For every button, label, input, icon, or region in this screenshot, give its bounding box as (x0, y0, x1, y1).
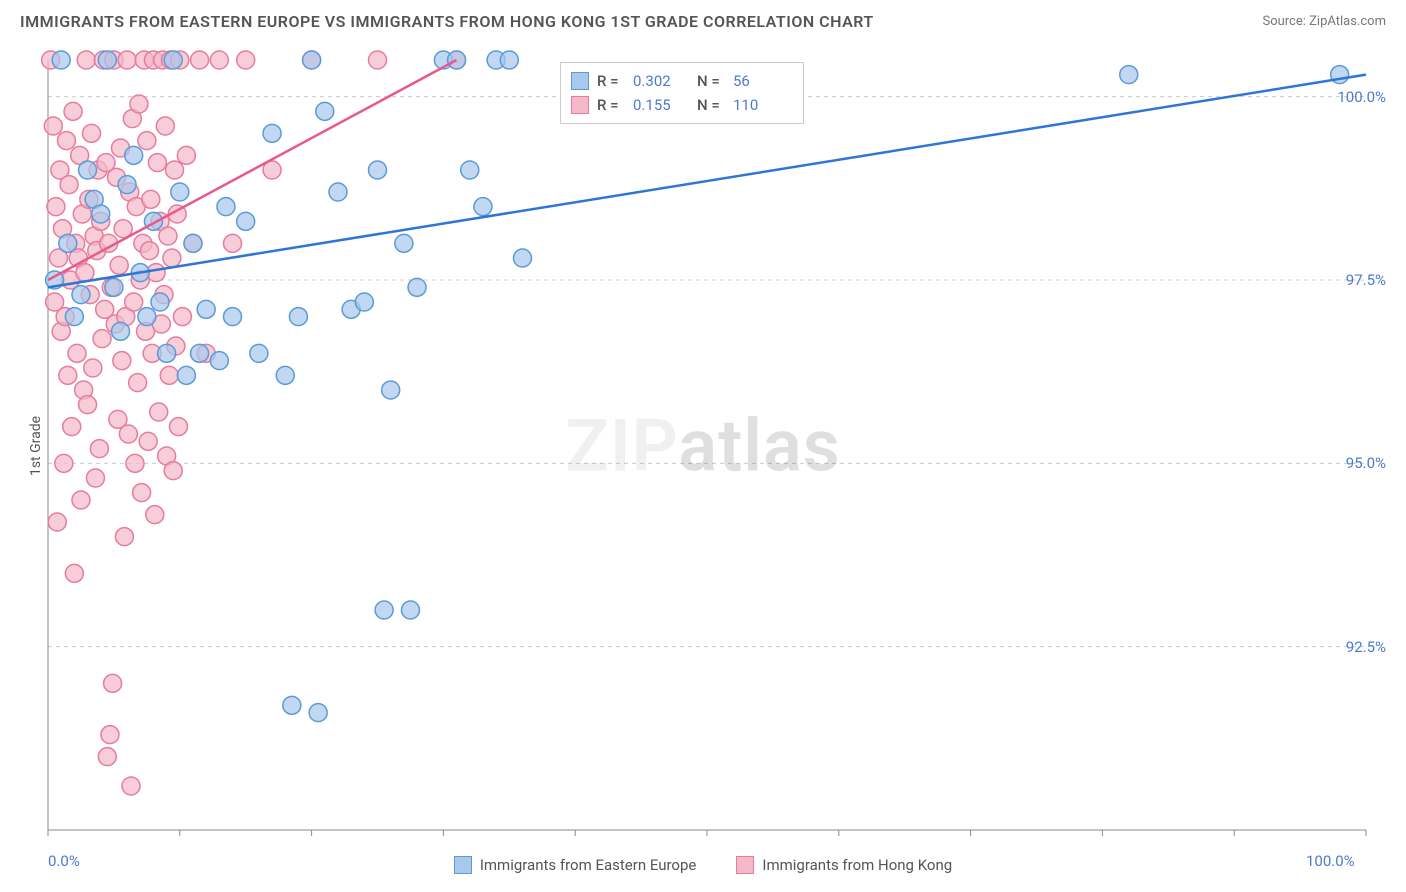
legend-item-hong-kong: Immigrants from Hong Kong (736, 856, 952, 874)
r-label: R = (597, 72, 625, 90)
n-value: 56 (733, 72, 789, 90)
swatch-pink-icon (736, 856, 754, 874)
n-label: N = (697, 72, 725, 90)
n-value: 110 (733, 96, 789, 114)
legend-label: Immigrants from Hong Kong (762, 856, 952, 874)
stats-legend: R = 0.302 N = 56 R = 0.155 N = 110 (560, 62, 804, 124)
stats-legend-row: R = 0.155 N = 110 (571, 93, 789, 117)
legend-label: Immigrants from Eastern Europe (480, 856, 697, 874)
y-tick-label: 92.5% (1346, 638, 1386, 656)
swatch-pink-icon (571, 96, 589, 114)
y-tick-label: 97.5% (1346, 271, 1386, 289)
legend-item-eastern-europe: Immigrants from Eastern Europe (454, 856, 697, 874)
stats-legend-row: R = 0.302 N = 56 (571, 69, 789, 93)
series-legend: Immigrants from Eastern Europe Immigrant… (0, 856, 1406, 874)
y-tick-label: 100.0% (1337, 88, 1386, 106)
r-value: 0.302 (633, 72, 689, 90)
swatch-blue-icon (571, 72, 589, 90)
r-value: 0.155 (633, 96, 689, 114)
swatch-blue-icon (454, 856, 472, 874)
scatter-plot-svg (0, 0, 1406, 892)
chart-container: IMMIGRANTS FROM EASTERN EUROPE VS IMMIGR… (0, 0, 1406, 892)
r-label: R = (597, 96, 625, 114)
n-label: N = (697, 96, 725, 114)
y-tick-label: 95.0% (1346, 454, 1386, 472)
